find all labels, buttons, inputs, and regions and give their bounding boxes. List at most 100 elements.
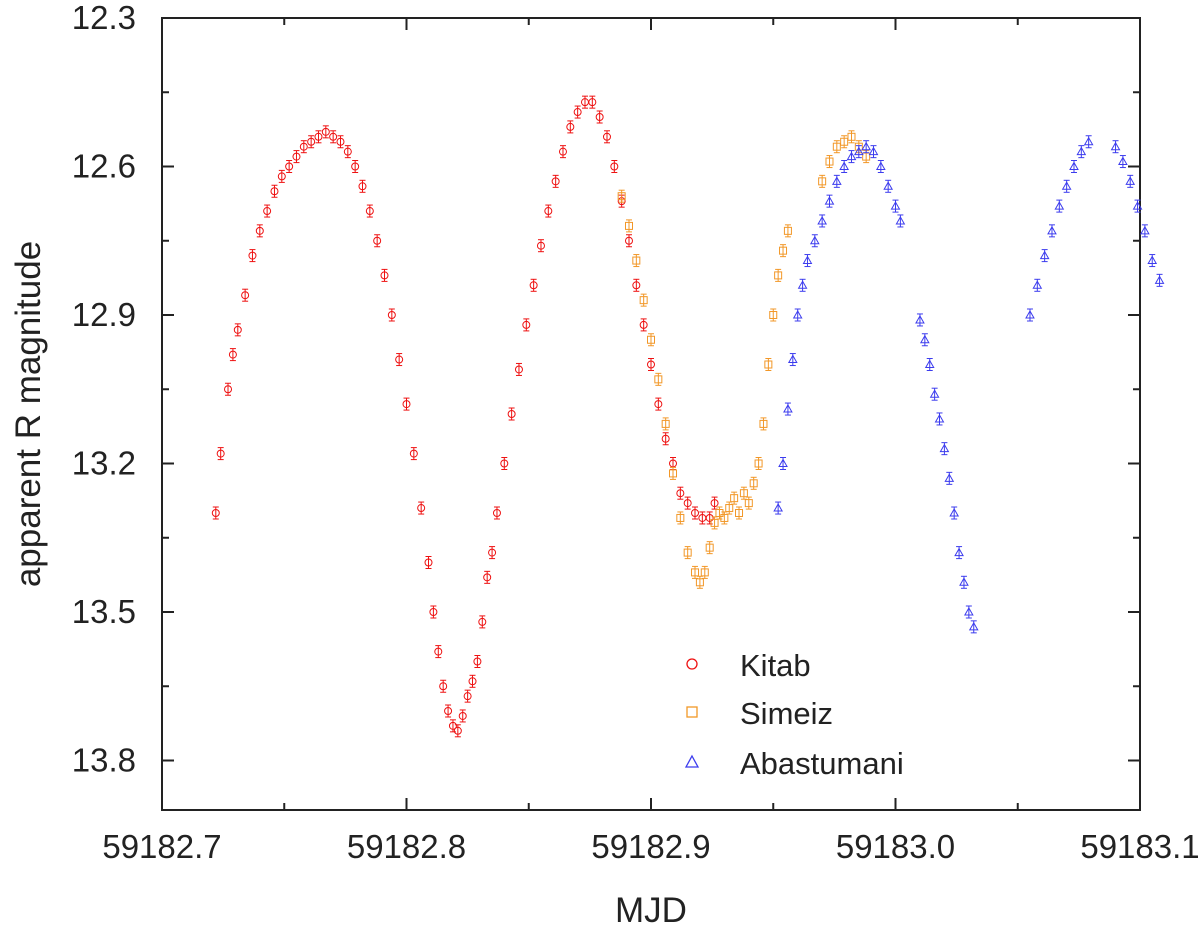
x-tick-label: 59183.1: [1080, 828, 1199, 865]
data-point-kitab: [292, 152, 301, 161]
data-point-kitab: [468, 677, 477, 686]
data-point-kitab: [610, 162, 619, 171]
data-point-kitab: [551, 177, 560, 186]
data-point-abastumani: [1069, 161, 1079, 170]
data-point-abastumani: [773, 503, 784, 512]
data-point-abastumani: [949, 507, 960, 517]
data-point-simeiz: [720, 513, 729, 522]
data-point-simeiz: [617, 192, 626, 201]
data-point-abastumani: [1025, 309, 1035, 319]
data-point-abastumani: [1032, 280, 1043, 289]
data-point-kitab: [365, 207, 374, 216]
data-point-kitab: [463, 692, 472, 701]
data-point-abastumani: [861, 141, 872, 151]
data-point-kitab: [321, 127, 330, 136]
data-point-abastumani: [1118, 156, 1128, 166]
data-point-simeiz: [840, 137, 849, 146]
plot-area: [211, 95, 1165, 738]
data-point-kitab: [299, 142, 308, 151]
data-point-abastumani: [783, 404, 793, 413]
data-point-abastumani: [939, 443, 950, 453]
data-point-abastumani: [839, 161, 850, 170]
data-point-simeiz: [639, 296, 648, 305]
data-point-simeiz: [818, 177, 827, 186]
legend-item-simeiz: Simeiz: [686, 696, 833, 731]
series-abastumani: [773, 135, 1165, 634]
data-point-simeiz: [769, 311, 778, 319]
data-point-kitab: [277, 172, 286, 181]
data-point-kitab: [224, 385, 233, 394]
legend-label-kitab: Kitab: [740, 648, 811, 683]
series-kitab: [211, 95, 719, 738]
data-point-kitab: [483, 573, 492, 582]
data-point-simeiz: [624, 221, 633, 230]
y-axis: 12.3 12.6 12.9 13.2 13.5 13.8: [72, 0, 1140, 779]
data-point-abastumani: [895, 215, 906, 225]
data-point-abastumani: [929, 389, 940, 398]
data-point-simeiz: [749, 479, 758, 488]
data-point-kitab: [380, 271, 389, 280]
data-point-kitab: [654, 400, 663, 409]
data-point-simeiz: [754, 459, 763, 468]
data-point-abastumani: [919, 334, 930, 344]
data-point-simeiz: [847, 132, 856, 141]
data-point-kitab: [710, 499, 719, 508]
data-point-kitab: [514, 365, 523, 374]
data-point-abastumani: [797, 280, 808, 289]
data-point-kitab: [216, 449, 225, 458]
data-point-kitab: [488, 548, 497, 557]
data-point-kitab: [255, 226, 264, 235]
legend-marker-kitab: [686, 658, 698, 670]
data-point-abastumani: [1140, 225, 1150, 235]
data-point-kitab: [233, 325, 242, 334]
data-point-kitab: [676, 489, 685, 498]
data-point-simeiz: [700, 568, 709, 577]
data-point-abastumani: [831, 176, 842, 185]
series-simeiz: [617, 130, 871, 589]
data-point-kitab: [500, 459, 509, 468]
data-point-abastumani: [1132, 201, 1143, 210]
data-point-simeiz: [669, 469, 678, 478]
data-point-kitab: [492, 509, 501, 517]
x-tick-label: 59182.8: [347, 828, 466, 865]
data-point-kitab: [691, 509, 700, 517]
data-point-kitab: [373, 236, 382, 245]
data-point-abastumani: [924, 359, 935, 368]
data-point-abastumani: [817, 215, 828, 225]
data-point-kitab: [417, 504, 426, 513]
data-point-abastumani: [968, 621, 979, 631]
data-point-kitab: [573, 108, 582, 117]
data-point-kitab: [473, 657, 482, 666]
data-point-abastumani: [778, 458, 788, 467]
y-tick-label: 12.6: [72, 148, 136, 185]
data-point-abastumani: [853, 146, 864, 156]
data-point-simeiz: [715, 509, 724, 517]
plot-frame: [161, 17, 1141, 811]
data-point-kitab: [329, 132, 338, 141]
data-point-kitab: [647, 360, 655, 369]
data-point-kitab: [536, 241, 545, 250]
data-point-kitab: [705, 513, 714, 522]
data-point-simeiz: [705, 543, 714, 552]
y-tick-label: 13.8: [72, 742, 136, 779]
data-point-abastumani: [824, 196, 835, 205]
data-point-abastumani: [1125, 176, 1136, 185]
data-point-kitab: [439, 682, 448, 691]
legend-item-kitab: Kitab: [686, 648, 811, 683]
data-point-kitab: [211, 509, 220, 517]
data-point-abastumani: [1110, 141, 1121, 151]
data-point-abastumani: [1061, 181, 1072, 190]
data-point-kitab: [387, 311, 396, 319]
data-point-abastumani: [959, 577, 969, 586]
data-point-kitab: [314, 132, 323, 141]
data-point-kitab: [558, 147, 567, 156]
data-point-kitab: [566, 122, 575, 131]
data-point-simeiz: [832, 142, 841, 151]
data-point-simeiz: [632, 256, 641, 265]
data-point-kitab: [241, 291, 250, 300]
data-point-simeiz: [779, 246, 788, 255]
data-point-abastumani: [792, 309, 803, 319]
data-point-kitab: [248, 251, 257, 260]
data-point-kitab: [336, 137, 345, 146]
